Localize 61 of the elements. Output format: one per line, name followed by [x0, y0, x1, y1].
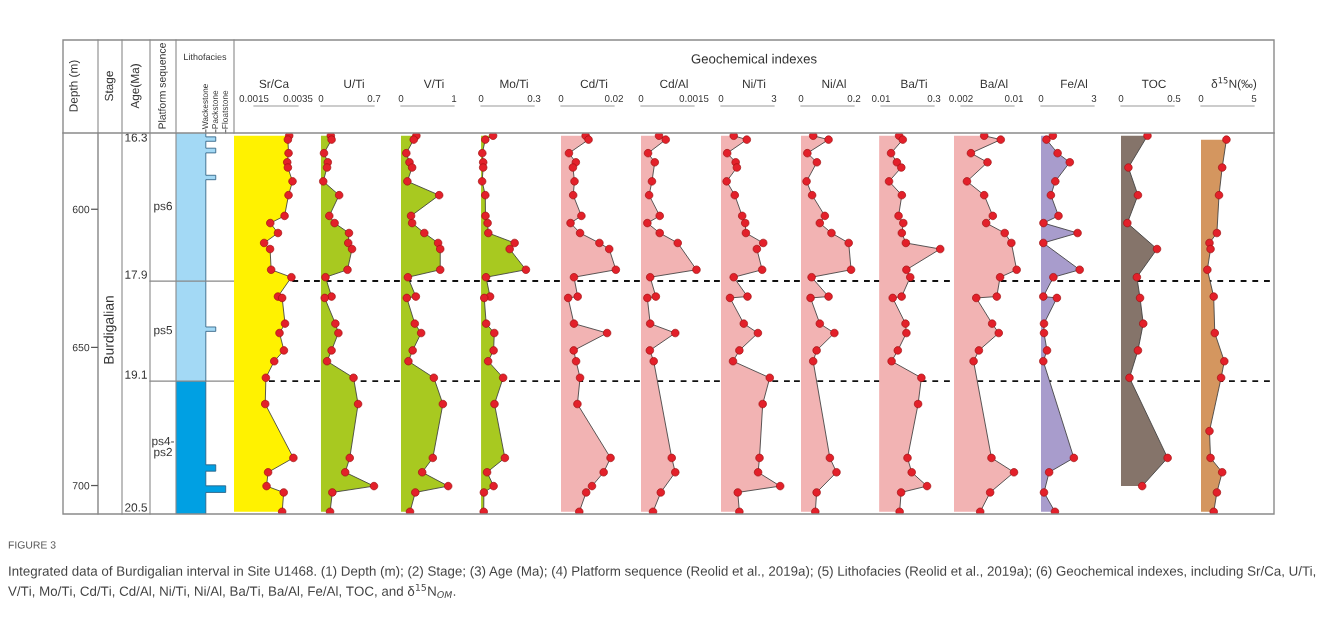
chart-title: Geochemical indexes [691, 53, 817, 64]
x-tick-label: 0 [798, 95, 804, 102]
x-tick-label: 0 [638, 95, 644, 102]
x-tick-label: 0 [1198, 95, 1204, 102]
y-tick-label: 600 [72, 205, 90, 214]
x-tick-label: 0.7 [367, 95, 381, 102]
text: 19.1 [125, 370, 147, 379]
x-tick-label: 0 [398, 95, 404, 102]
x-axis-title: Ba/Ti [901, 79, 927, 89]
x-tick-label: 0.2 [847, 95, 861, 102]
x-axis-title: Lithofacies [184, 53, 227, 61]
x-axis-title: Mo/Ti [500, 79, 528, 89]
x-axis-title: V/Ti [423, 79, 444, 89]
text: ps4-ps2 [152, 436, 174, 459]
y-tick-label: 650 [72, 343, 90, 352]
x-axis-title: δ$^{15}$N(‰) [1211, 77, 1257, 91]
text: 20.5 [125, 503, 147, 512]
x-tick-label: 5 [1251, 95, 1257, 102]
x-tick-label: 0.0015 [679, 95, 709, 102]
y-tick-label: 700 [72, 482, 90, 490]
text: Stage [104, 71, 116, 101]
x-tick-label: 0 [1118, 95, 1124, 102]
x-axis-title: Sr/Ca [259, 79, 290, 89]
x-tick-label: 0.002 [949, 95, 973, 102]
x-axis-title: Cd/Ti [580, 79, 608, 89]
x-tick-label: 0 [1038, 95, 1044, 102]
x-tick-label: 0.02 [604, 95, 623, 102]
x-axis-title: Ni/Al [822, 79, 846, 89]
text: 17.9 [125, 270, 147, 279]
x-tick-label: 0.0035 [283, 95, 313, 102]
x-tick-label: 0 [558, 95, 564, 102]
text: Integrated data of Burdigalian interval in Site U1468. (1) Depth (m); (2) Stage; (3) Age (Ma); (4) Platform sequence (Reolid et al., 2019a); (5) Lithofacies (Reolid et al., 2019a); (6) Geochemical indexes, including Sr/Ca, U/Ti, V/Ti, Mo/Ti, Cd/Ti, Cd/Al, Ni/Ti, Ni/Al, Ba/Ti, Ba/Al, Fe/Al, TOC, and δ$^{15}$N$_{OM}$. [8, 566, 1316, 599]
text: Burdigalian [103, 296, 117, 364]
x-axis-title: Ni/Ti [743, 79, 766, 89]
x-axis-title: Cd/Al [660, 79, 688, 89]
x-axis-title: U/Ti [344, 79, 364, 89]
x-tick-label: 0 [318, 95, 324, 102]
text: Wackestone [201, 84, 209, 130]
text: 16.3 [125, 133, 147, 142]
text: Packstone [211, 90, 218, 129]
text: ps6 [154, 201, 172, 213]
x-tick-label: 1 [452, 95, 457, 102]
x-tick-label: 0 [478, 95, 484, 102]
y-axis-title: Depth (m) [69, 60, 80, 112]
x-axis-title: Ba/Al [980, 79, 1008, 89]
caption: FIGURE 3 [8, 541, 56, 549]
text: ps5 [154, 326, 173, 337]
text: Platform sequence [158, 43, 168, 129]
x-axis-title: TOC [1141, 79, 1166, 89]
x-tick-label: 3 [1091, 95, 1097, 102]
x-tick-label: 0.01 [1004, 95, 1023, 102]
x-tick-label: 0 [718, 95, 724, 102]
x-tick-label: 0.5 [1167, 95, 1181, 102]
text: Age(Ma) [130, 64, 142, 109]
x-tick-label: 0.3 [927, 95, 941, 102]
x-tick-label: 0.01 [871, 95, 890, 102]
x-tick-label: 0.3 [527, 95, 541, 102]
x-tick-label: 3 [771, 95, 777, 102]
text: Floatstone [221, 90, 228, 129]
x-tick-label: 0.0015 [239, 95, 269, 102]
x-axis-title: Fe/Al [1061, 79, 1087, 89]
